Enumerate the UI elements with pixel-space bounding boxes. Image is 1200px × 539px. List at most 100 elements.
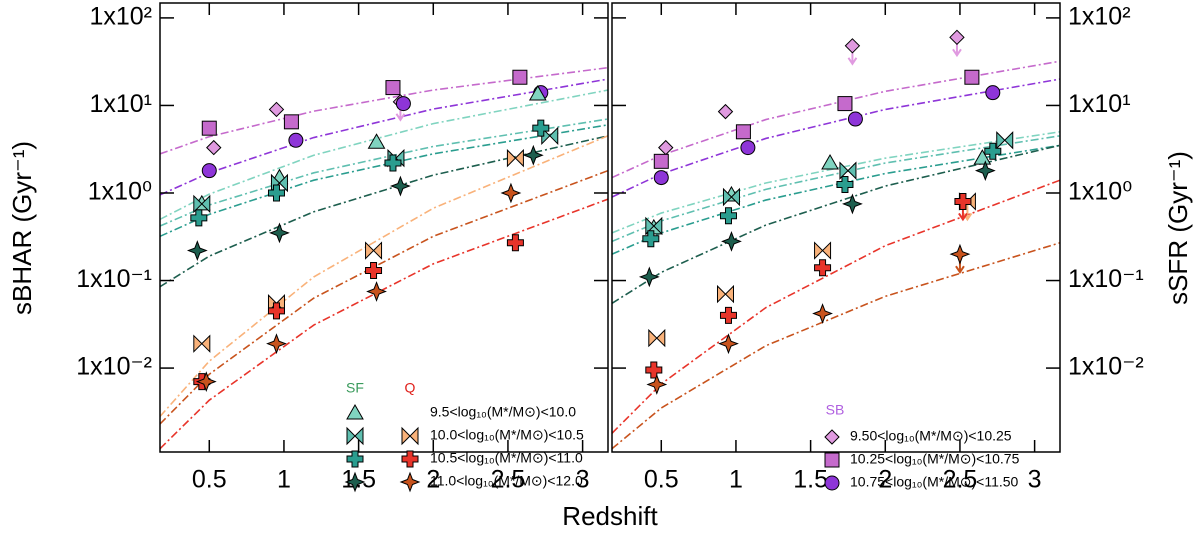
y-tick-label: 1x10⁰ [88,178,152,206]
x-tick-label: 1 [277,466,291,494]
data-point [268,101,285,118]
data-point [384,154,402,172]
x-tick-label: 2.5 [491,466,526,494]
y2-tick-label: 1x10¹ [1068,90,1131,118]
legend-header: Q [405,380,416,396]
y-tick-label: 1x10⁻¹ [76,265,152,293]
data-point [812,303,833,324]
data-point [195,371,217,393]
y2-tick-label: 1x10⁰ [1068,178,1132,206]
legend-marker [401,450,419,468]
legend-marker [401,426,419,446]
data-point [721,230,742,252]
data-point [186,240,208,261]
x-tick-label: 3 [576,466,590,494]
x-tick-label: 3 [1028,466,1042,494]
legend-header: SF [346,380,364,396]
data-point [821,154,839,170]
data-point [718,333,739,355]
data-point [653,153,669,169]
data-point [506,234,524,252]
model-curve [612,242,1060,450]
legend-marker [346,403,364,420]
plot-area [612,29,1060,450]
legend-marker [399,471,421,493]
data-point [532,119,550,137]
data-point [190,209,208,227]
data-point [267,294,285,313]
data-point [814,259,832,277]
data-point [646,374,668,395]
data-point [974,160,996,182]
data-point [842,193,863,215]
model-curve [160,118,608,227]
data-point [528,85,547,101]
data-point [512,69,528,85]
legend-label: 10.5<log₁₀(M*/M⊙)<11.0 [430,450,583,466]
data-point [506,148,524,168]
data-point [717,103,734,120]
data-point [365,262,383,280]
data-point [642,230,660,248]
legend-label: 10.0<log₁₀(M*/M⊙)<10.5 [430,427,584,443]
data-point [365,241,383,260]
y2-tick-label: 1x10² [1068,3,1131,31]
data-point [385,80,401,96]
data-point [206,139,222,156]
model-curve [160,169,608,425]
legend-label: 10.25<log₁₀(M*/M⊙)<10.75 [850,451,1020,467]
legend-label: 9.50<log₁₀(M*/M⊙)<10.25 [850,428,1012,444]
data-point [366,281,387,302]
data-point [266,333,287,355]
y-tick-label: 1x10¹ [89,90,152,118]
data-point [390,175,411,197]
data-point [288,132,304,148]
data-point [984,142,1002,160]
data-point [367,133,386,149]
data-point [964,69,980,85]
data-point [269,222,290,244]
data-point [716,284,734,304]
data-point [973,149,992,165]
legend-label: 9.5<log₁₀(M*/M⊙)<10.0 [430,404,576,420]
x-tick-label: 2.5 [943,466,978,494]
legend-marker [346,450,364,468]
model-curve [612,144,1060,255]
x-tick-label: 2 [878,466,892,494]
legend-marker [824,429,840,445]
x-tick-label: 1.5 [793,466,828,494]
data-point [645,361,663,379]
x-axis-label: Redshift [562,501,658,531]
data-point [814,241,832,260]
data-point [500,182,522,204]
data-point [985,85,1001,101]
data-point [949,29,965,46]
x-tick-label: 0.5 [192,466,227,494]
model-curve [612,131,1060,234]
y-axis-label: sBHAR (Gyr⁻¹) [7,141,37,315]
data-point [847,111,863,127]
y2-axis-label: sSFR (Gyr⁻¹) [1163,151,1193,305]
data-point [645,216,663,236]
data-point [719,207,737,225]
data-point [201,163,217,179]
data-point [201,120,217,136]
data-point [740,140,756,156]
model-curve [160,135,608,288]
data-point [267,184,285,202]
y2-tick-label: 1x10⁻² [1068,353,1144,381]
data-point [658,139,674,156]
plot-area [160,66,608,450]
data-point [735,124,751,140]
model-curve [612,144,1060,304]
y-tick-label: 1x10² [89,3,152,31]
model-curve [612,135,1060,243]
data-point [653,170,669,186]
model-curve [160,135,608,418]
model-curve [612,60,1060,179]
data-point [395,96,411,112]
model-curve [160,78,608,196]
legend-marker [824,452,840,468]
model-curve [160,66,608,155]
